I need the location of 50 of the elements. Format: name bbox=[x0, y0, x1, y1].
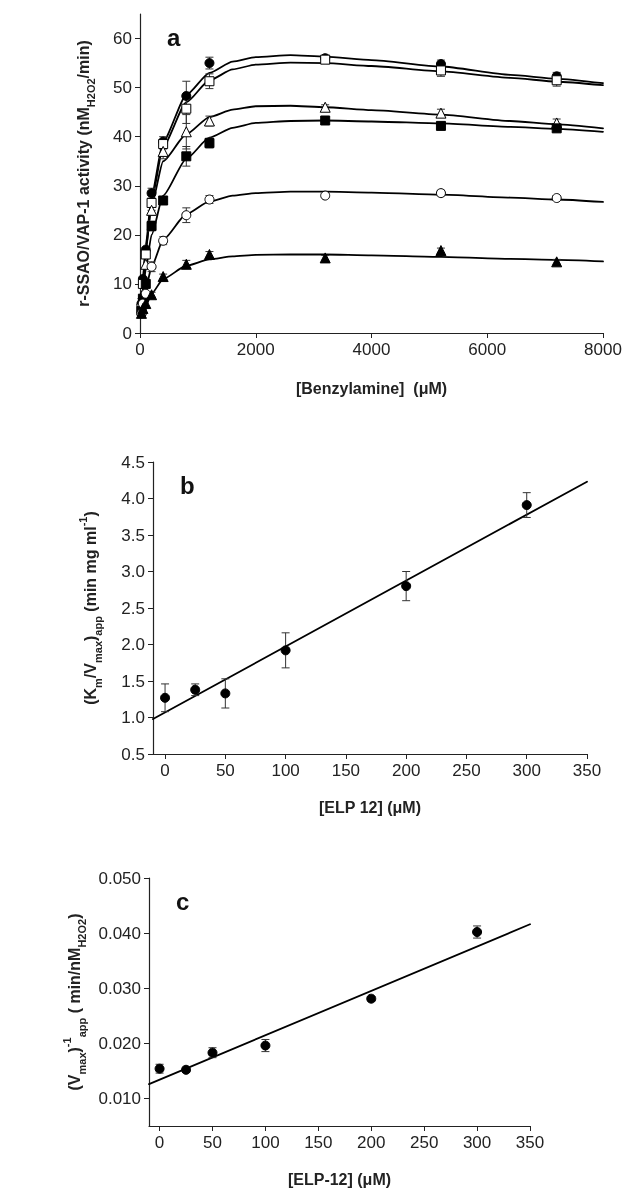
x-axis-title: [ELP-12] (μM) bbox=[287, 1170, 392, 1188]
x-tick-label: 4000 bbox=[352, 340, 391, 359]
x-tick-label: 6000 bbox=[468, 340, 507, 359]
y-tick-label: 3.5 bbox=[121, 525, 145, 545]
x-tick-label: 350 bbox=[572, 761, 602, 780]
x-tick-label: 2000 bbox=[236, 340, 275, 359]
x-tick-label: 100 bbox=[271, 761, 300, 780]
y-tick-label: 3.0 bbox=[121, 562, 145, 581]
x-tick-label: 0 bbox=[154, 1133, 165, 1152]
chart-title: a bbox=[167, 23, 181, 51]
y-tick-label: 60 bbox=[113, 29, 132, 49]
x-tick-label: 350 bbox=[515, 1133, 545, 1152]
x-tick-label: 200 bbox=[357, 1133, 386, 1152]
y-tick-label: 0 bbox=[122, 323, 132, 343]
y-tick-label: 0.010 bbox=[98, 1088, 141, 1108]
x-tick-label: 50 bbox=[203, 1133, 222, 1152]
y-tick-label: 0.040 bbox=[98, 923, 141, 943]
y-tick-label: 40 bbox=[113, 127, 132, 147]
y-tick-label: 1.0 bbox=[121, 708, 145, 727]
chart-title: c bbox=[176, 887, 190, 915]
x-tick-label: 150 bbox=[304, 1133, 333, 1152]
y-tick-label: 4.0 bbox=[121, 489, 145, 508]
x-tick-label: 8000 bbox=[584, 340, 622, 359]
x-tick-label: 150 bbox=[331, 761, 361, 780]
y-tick-label: 0.5 bbox=[121, 744, 145, 764]
x-axis-title: [Benzylamine] (μM) bbox=[295, 379, 448, 397]
x-tick-label: 300 bbox=[512, 761, 541, 780]
x-axis-title: [ELP 12] (μM) bbox=[319, 798, 421, 816]
y-tick-label: 0.030 bbox=[98, 978, 141, 998]
x-tick-label: 200 bbox=[391, 761, 421, 780]
x-tick-label: 0 bbox=[160, 761, 170, 780]
y-axis-title: r-SSAO/VAP-1 activity (nMH2O2/min) bbox=[74, 40, 97, 307]
y-tick-label: 2.0 bbox=[121, 635, 145, 654]
y-tick-label: 0.020 bbox=[98, 1033, 141, 1053]
y-tick-label: 4.5 bbox=[121, 452, 145, 472]
y-axis-title: (Vmax)-1app ( min/nMH2O2) bbox=[60, 913, 88, 1091]
y-tick-label: 1.5 bbox=[121, 671, 145, 691]
x-tick-label: 300 bbox=[462, 1133, 492, 1152]
y-tick-label: 10 bbox=[113, 274, 132, 294]
chart-title: b bbox=[180, 471, 195, 499]
y-tick-label: 50 bbox=[113, 78, 132, 98]
y-tick-label: 20 bbox=[113, 225, 132, 245]
x-tick-label: 250 bbox=[409, 1133, 439, 1152]
y-tick-label: 0.050 bbox=[98, 868, 141, 888]
text: (Km/Vmax)app (min mg ml-1) bbox=[76, 511, 104, 705]
y-tick-label: 30 bbox=[113, 176, 132, 196]
y-tick-label: 2.5 bbox=[121, 598, 145, 618]
x-tick-label: 50 bbox=[215, 761, 235, 780]
x-tick-label: 100 bbox=[251, 1133, 280, 1152]
x-tick-label: 250 bbox=[452, 761, 481, 780]
